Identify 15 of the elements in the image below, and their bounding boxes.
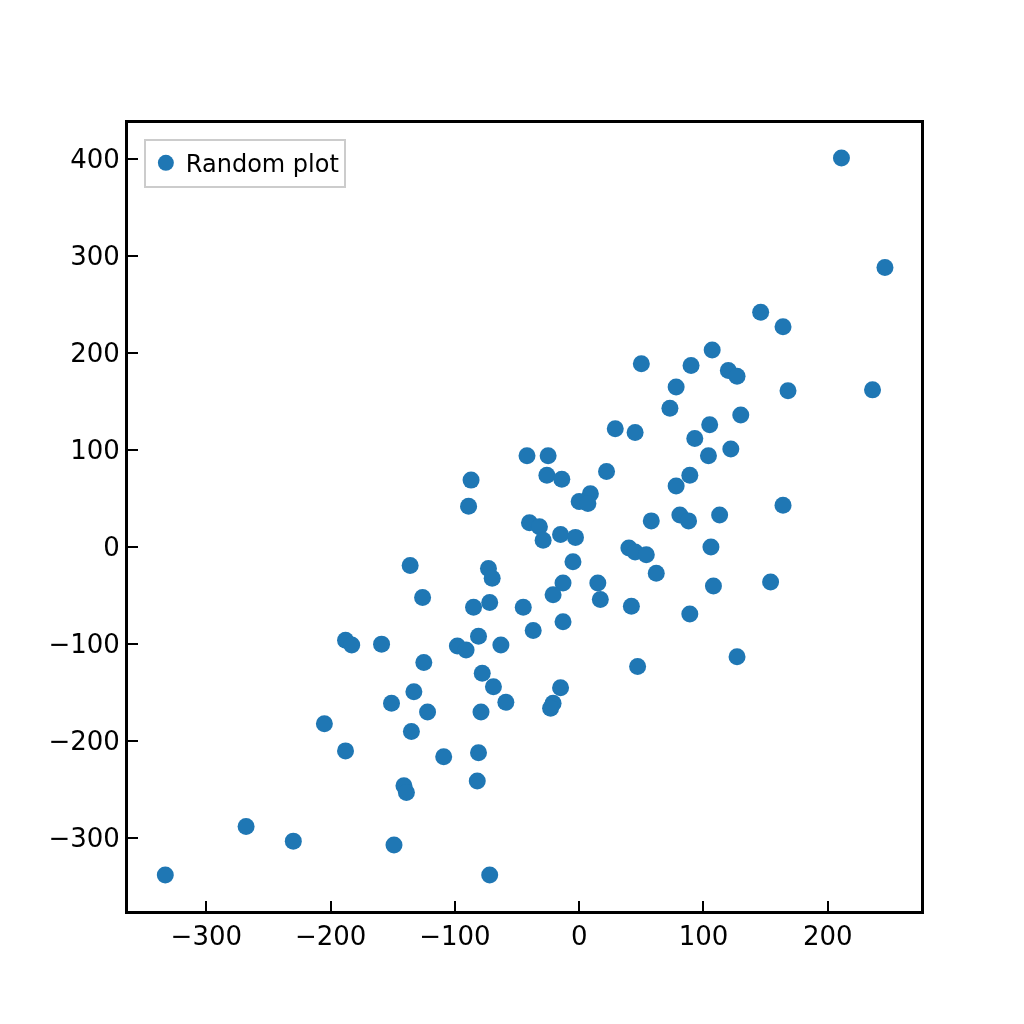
- y-tick-label: 200: [70, 338, 120, 369]
- x-tick-label: −300: [170, 921, 243, 952]
- legend-label: Random plot: [185, 150, 339, 179]
- y-tick-label: −300: [48, 823, 120, 854]
- x-tick-label: 100: [678, 921, 729, 952]
- y-tick-label: −100: [48, 629, 120, 660]
- x-tick-label: 0: [570, 921, 588, 952]
- y-tick-label: 0: [103, 532, 120, 563]
- y-tick-label: −200: [48, 726, 120, 757]
- y-tick-label: 400: [70, 144, 120, 175]
- x-tick-label: 200: [802, 921, 853, 952]
- x-tick-label: −200: [294, 921, 367, 952]
- x-tick-label: −100: [419, 921, 491, 952]
- y-tick-label: 300: [70, 241, 120, 272]
- y-tick-label: 100: [70, 435, 120, 466]
